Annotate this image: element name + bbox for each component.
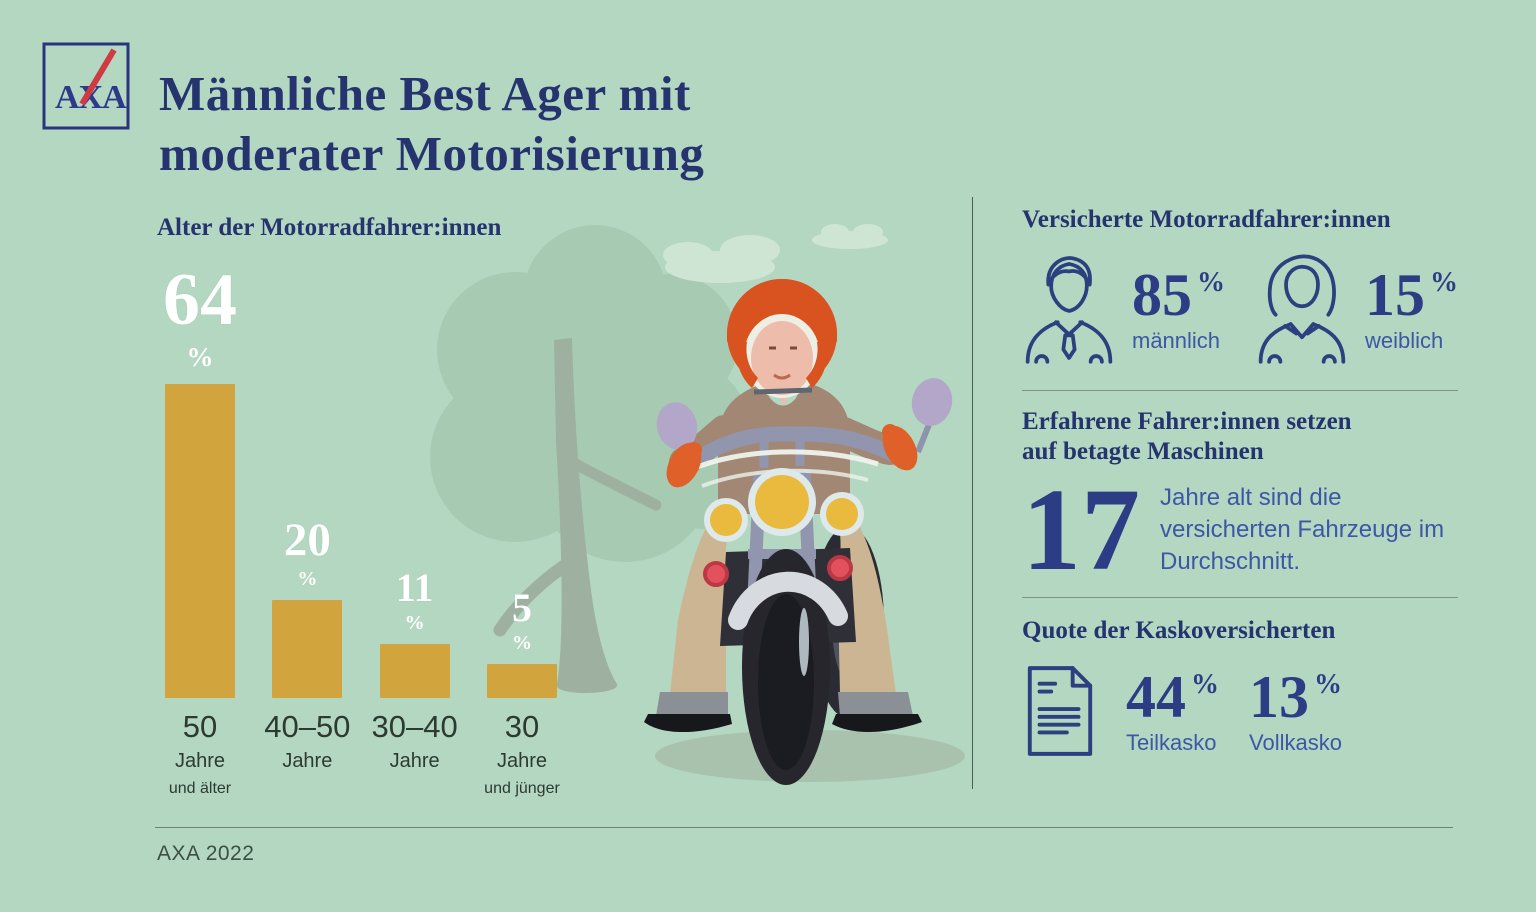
female-percent-sign: % — [1430, 267, 1458, 298]
vehicle-age-description: Jahre alt sind die versicherten Fahrzeug… — [1160, 483, 1445, 576]
male-stat: 85% männlich — [1022, 254, 1225, 366]
insured-heading: Versicherte Motorradfahrer:innen — [1022, 206, 1391, 233]
kasko-row: 44% Teilkasko 13% Vollkasko — [1022, 664, 1458, 758]
teilkasko-label: Teilkasko — [1126, 729, 1217, 755]
bar-column: 11% 30–40 Jahre — [365, 565, 465, 790]
cloud-icon — [663, 224, 888, 283]
bar-percent-sign: % — [297, 568, 318, 590]
teilkasko-percentage: 44 — [1126, 663, 1186, 730]
male-person-icon — [1025, 255, 1113, 364]
insured-row: 85% männlich 15% weiblic — [1022, 254, 1458, 366]
vehicle-age-row: 17 Jahre alt sind die versicherten Fahrz… — [1022, 463, 1458, 595]
age-bar-chart: 64% 50 Jahre und älter 20% 40–50 Jahre 11% 30–40… — [150, 255, 572, 798]
vertical-divider — [972, 197, 973, 789]
category-note: und jünger — [484, 780, 560, 797]
insurance-document-icon — [1027, 666, 1093, 756]
bar-percent-sign: % — [404, 612, 425, 634]
bar-category-label: 50 Jahre und älter — [169, 698, 231, 797]
vehicle-age-section: Erfahrene Fahrer:innen setzen auf betagte… — [1022, 391, 1458, 598]
rider-gloves — [666, 424, 918, 488]
handlebar — [666, 426, 904, 488]
front-fender — [728, 571, 848, 630]
bar-value-label: 64 — [163, 258, 237, 341]
bar-category-label: 40–50 Jahre — [264, 698, 350, 790]
female-stat: 15% weiblich — [1255, 254, 1458, 366]
category-main: 30–40 — [371, 709, 458, 744]
kasko-heading: Quote der Kaskoversicherten — [1022, 616, 1336, 644]
bar-column: 20% 40–50 Jahre — [257, 514, 357, 790]
category-sub: Jahre — [282, 750, 333, 772]
female-stat-value: 15% weiblich — [1365, 265, 1458, 354]
category-main: 30 — [504, 709, 540, 744]
footer-divider — [155, 827, 1453, 828]
vollkasko-label: Vollkasko — [1249, 729, 1342, 755]
vehicle-age-heading: Erfahrene Fahrer:innen setzen auf betagte… — [1022, 407, 1458, 468]
category-sub: Jahre — [496, 750, 547, 772]
vollkasko-percent-sign: % — [1314, 668, 1342, 700]
axa-logo-graphic: AXA — [42, 42, 130, 130]
male-label: männlich — [1132, 328, 1221, 353]
bar-column: 5% 30 Jahre und jünger — [472, 585, 572, 798]
bar-percent-sign: % — [511, 632, 532, 654]
female-label: weiblich — [1365, 328, 1444, 353]
title-line-1: Männliche Best Ager mit — [159, 66, 691, 121]
axa-logo-slash — [79, 48, 117, 106]
page-title: Männliche Best Ager mit moderater Motoris… — [159, 64, 879, 184]
front-wheel — [728, 549, 848, 785]
bar — [379, 644, 450, 698]
female-person-icon — [1258, 254, 1346, 364]
vehicle-age-heading-line2: auf betagte Maschinen — [1022, 438, 1264, 465]
motorcyclist-illustration — [430, 224, 965, 785]
insured-section: Versicherte Motorradfahrer:innen 85% män… — [1022, 205, 1458, 391]
bar-value-label: 5 — [511, 585, 532, 630]
title-line-2: moderater Motorisierung — [159, 125, 705, 181]
chart-title: Alter der Motorradfahrer:innen — [157, 214, 502, 241]
bar-percent-sign: % — [186, 342, 214, 372]
bar-category-label: 30 Jahre und jünger — [484, 698, 560, 797]
bar-value-label: 20 — [283, 514, 331, 567]
axa-logo: AXA — [42, 42, 130, 130]
male-percent-sign: % — [1197, 267, 1225, 298]
teilkasko-percent-sign: % — [1191, 668, 1219, 700]
category-main: 40–50 — [264, 709, 351, 744]
rider-helmet — [727, 279, 837, 398]
rider-boots — [644, 692, 922, 733]
female-percentage: 15 — [1365, 262, 1425, 328]
vollkasko-stat: 13% Vollkasko — [1249, 667, 1342, 756]
male-stat-value: 85% männlich — [1132, 265, 1225, 354]
bar-column: 64% 50 Jahre und älter — [150, 258, 250, 797]
mirror-icon — [656, 378, 953, 474]
category-note: und älter — [168, 780, 232, 797]
headlights — [703, 468, 864, 587]
rider-legs — [670, 512, 896, 694]
teilkasko-stat: 44% Teilkasko — [1126, 667, 1219, 756]
vollkasko-percentage: 13 — [1249, 663, 1309, 730]
footer-source: AXA 2022 — [157, 842, 255, 865]
tree-trunk — [493, 338, 662, 694]
kasko-section: Quote der Kaskoversicherten 44% Teilkask… — [1022, 598, 1458, 759]
bar-category-label: 30–40 Jahre — [372, 698, 458, 790]
bar — [486, 664, 557, 698]
bar-value-label: 11 — [395, 565, 434, 610]
male-percentage: 85 — [1132, 262, 1192, 328]
bar — [165, 384, 235, 698]
vehicle-age-value: 17 — [1022, 463, 1140, 595]
category-sub: Jahre — [389, 750, 440, 772]
stats-sidebar: Versicherte Motorradfahrer:innen 85% män… — [1022, 205, 1458, 758]
vehicle-age-heading-line1: Erfahrene Fahrer:innen setzen — [1022, 407, 1352, 435]
category-sub: Jahre — [174, 750, 225, 772]
bar — [272, 600, 343, 698]
category-main: 50 — [182, 709, 218, 744]
